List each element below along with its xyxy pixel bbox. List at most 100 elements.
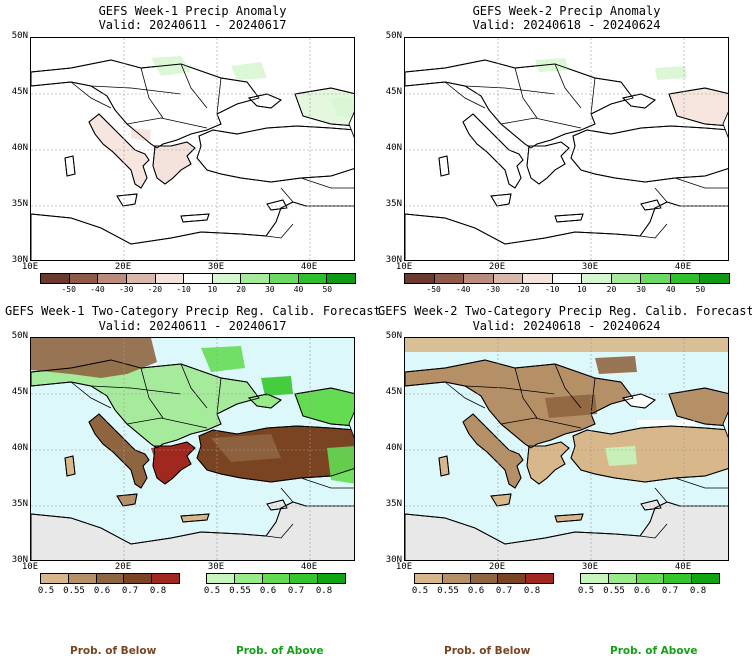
probability-tick-label: 0.7 [121, 586, 139, 596]
colorbar-swatch [41, 274, 70, 283]
colorbar-swatch [241, 274, 271, 283]
probability-tick-label: 0.5 [203, 586, 221, 596]
africa-coastline [405, 201, 728, 260]
cyprus-coastline [640, 499, 662, 511]
forecast-shading [151, 56, 191, 76]
caspian-coast [348, 111, 354, 139]
colorbar-swatch [641, 274, 671, 283]
colorbar-swatch [700, 274, 730, 283]
colorbar-swatch [582, 274, 612, 283]
crimea-coastline [622, 393, 656, 409]
lon-label: 10E [395, 262, 413, 272]
probability-tick-label: 0.55 [63, 586, 85, 596]
anomaly-tick-label: -30 [485, 285, 501, 294]
lat-label: 45N [11, 387, 28, 397]
balkans-coastline [31, 359, 260, 449]
anomaly-tick-label: 50 [322, 285, 333, 294]
lat-label: 40N [385, 143, 402, 153]
forecast-shading [545, 394, 597, 418]
colorbar-swatch [152, 574, 179, 583]
panel4-valid: Valid: 20240618 - 20240624 [472, 319, 661, 333]
political-border [464, 85, 556, 95]
africa-coastline [405, 501, 728, 560]
colorbar-swatch [318, 574, 345, 583]
political-border [444, 81, 486, 109]
crimea-coastline [622, 93, 656, 109]
anomaly-tick-label: 40 [665, 285, 676, 294]
colorbar-swatch [493, 274, 524, 283]
forecast-shading [331, 96, 354, 118]
africa-coastline [31, 201, 354, 260]
anomaly-tick-label: -10 [176, 285, 191, 294]
caption-prob-above-week2: Prob. of Above [610, 645, 698, 657]
probability-tick-label: 0.55 [437, 586, 459, 596]
panel3-valid: Valid: 20240611 - 20240617 [98, 319, 287, 333]
colorbar-swatch [96, 574, 125, 583]
cyprus-coastline [266, 199, 288, 211]
probability-tick-label: 0.6 [93, 586, 111, 596]
panel1-title: GEFS Week-1 Precip Anomaly [98, 4, 287, 18]
anomaly-colorbar-week1 [40, 273, 356, 284]
map-week1-probability-drawing [31, 338, 354, 560]
caucasus-coastline [294, 387, 354, 427]
above-colorbar-week1 [206, 573, 346, 584]
lon-label: 30E [207, 562, 225, 572]
above-colorbar-week2 [580, 573, 720, 584]
forecast-shading [261, 376, 293, 396]
political-border [654, 187, 668, 203]
anomaly-tick-label: 10 [576, 285, 587, 294]
political-border [500, 417, 582, 429]
colorbar-swatch [234, 574, 263, 583]
lon-label: 40E [674, 262, 692, 272]
lon-label: 10E [395, 562, 413, 572]
political-border [554, 363, 582, 409]
crimea-coastline [248, 393, 282, 409]
anomaly-tick-label: 20 [606, 285, 617, 294]
political-border [280, 187, 294, 203]
anomaly-tick-label: 50 [695, 285, 706, 294]
political-border [140, 367, 164, 419]
cyprus-coastline [266, 499, 288, 511]
colorbar-swatch [262, 574, 291, 583]
lat-label: 30N [385, 555, 402, 565]
italy-coastline [462, 413, 524, 489]
sardinia-coastline [64, 455, 76, 477]
panel1-valid: Valid: 20240611 - 20240617 [98, 18, 287, 32]
anomaly-tick-label: -50 [61, 285, 76, 294]
anomaly-tick-label: 10 [207, 285, 218, 294]
caucasus-coastline [294, 87, 354, 127]
caption-prob-above-week1: Prob. of Above [236, 645, 324, 657]
lon-label: 30E [207, 262, 225, 272]
colorbar-swatch [442, 574, 471, 583]
lon-label: 20E [114, 562, 132, 572]
lon-label: 40E [300, 262, 318, 272]
political-border [500, 117, 582, 129]
lat-label: 50N [385, 31, 402, 41]
crimea-coastline [248, 93, 282, 109]
political-border [180, 63, 208, 109]
anomaly-tick-label: 20 [236, 285, 246, 294]
forecast-shading [595, 356, 637, 374]
anomaly-tick-label: -40 [456, 285, 471, 294]
lat-label: 45N [385, 387, 402, 397]
sicily-coastline [490, 493, 512, 507]
forecast-shading [211, 434, 281, 462]
colorbar-swatch [98, 274, 127, 283]
lon-label: 20E [114, 262, 132, 272]
political-border [514, 367, 538, 419]
africa-coastline [31, 501, 354, 560]
colorbar-swatch [415, 574, 443, 583]
anomaly-tick-label: -50 [426, 285, 441, 294]
political-border [464, 385, 556, 395]
forecast-shading [327, 446, 354, 484]
lon-label: 40E [300, 562, 318, 572]
political-border [639, 523, 668, 539]
below-colorbar-week1 [40, 573, 180, 584]
crete-coastline [554, 513, 584, 523]
anomaly-tick-label: -30 [118, 285, 134, 294]
colorbar-swatch [611, 274, 642, 283]
map-week2-anomaly-drawing [405, 38, 728, 260]
panel2-title: GEFS Week-2 Precip Anomaly [472, 4, 661, 18]
lon-label: 20E [488, 262, 506, 272]
map-week2-anomaly [404, 37, 729, 261]
